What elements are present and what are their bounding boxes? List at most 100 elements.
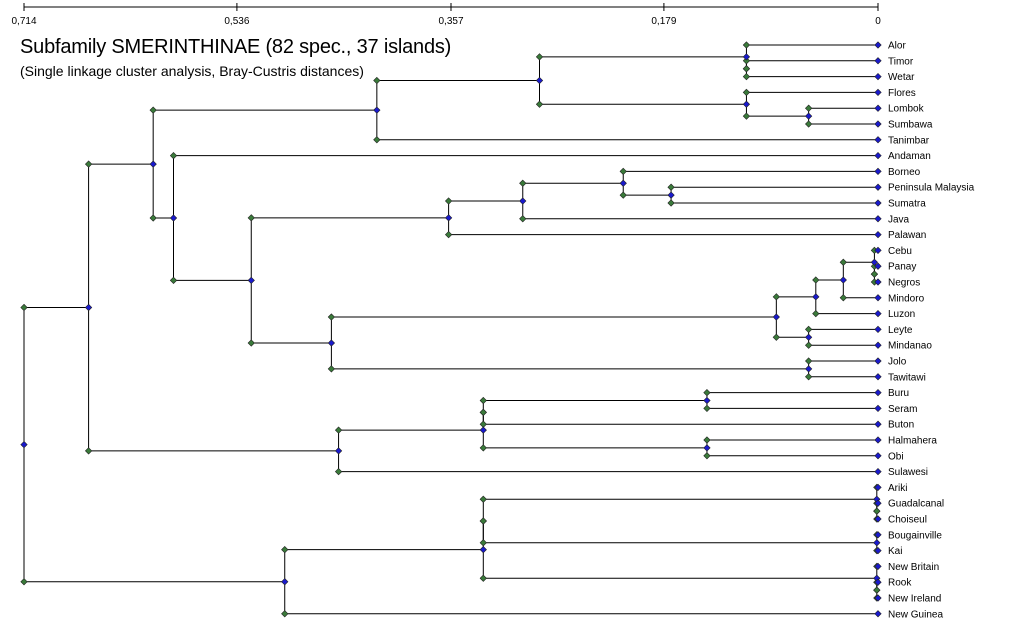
leaf-label: New Britain xyxy=(888,562,939,573)
leaf-label: Kai xyxy=(888,546,902,557)
leaf-node xyxy=(874,404,882,413)
axis-tick-label: 0,179 xyxy=(651,16,676,27)
leaf-label: Negros xyxy=(888,278,920,289)
leaf-label: Mindanao xyxy=(888,341,932,352)
branch-node xyxy=(479,517,487,525)
leaf-node xyxy=(874,88,882,97)
merge-node xyxy=(479,545,487,554)
leaf-node xyxy=(874,483,882,492)
leaf-label: Borneo xyxy=(888,167,921,178)
merge-node xyxy=(667,191,675,199)
leaf-node xyxy=(874,325,882,334)
leaf-node xyxy=(874,136,882,144)
branch-node xyxy=(535,53,544,61)
leaf-node xyxy=(874,278,882,286)
leaf-labels: Alor Timor Wetar Flores Lombok Sumbawa Tanimba… xyxy=(888,41,975,621)
leaf-node xyxy=(874,531,882,539)
axis-tick-label: 0,536 xyxy=(224,16,249,27)
branch-node xyxy=(805,373,813,381)
branch-node xyxy=(247,339,255,347)
leaf-node xyxy=(874,72,882,81)
branch-node xyxy=(812,276,820,284)
leaf-node xyxy=(874,452,882,460)
axis-tick-label: 0,714 xyxy=(11,16,36,27)
merge-node xyxy=(839,276,847,284)
leaf-label: Ariki xyxy=(888,483,907,494)
leaf-node xyxy=(874,515,882,523)
leaf-label: Seram xyxy=(888,404,917,415)
branch-node xyxy=(742,41,751,49)
merge-node xyxy=(873,539,881,547)
merge-node xyxy=(84,303,93,312)
branch-node xyxy=(742,112,751,120)
branch-node xyxy=(334,467,343,476)
leaf-label: Sulawesi xyxy=(888,467,928,478)
leaf-label: New Guinea xyxy=(888,609,943,620)
branch-node xyxy=(479,574,487,582)
leaf-node xyxy=(874,230,882,239)
branch-node xyxy=(373,76,381,85)
leaf-label: Lombok xyxy=(888,104,925,115)
leaf-node xyxy=(874,262,882,270)
branch-node xyxy=(619,191,627,199)
branch-node xyxy=(873,586,881,594)
merge-node xyxy=(519,197,527,205)
branch-node xyxy=(519,215,527,223)
leaf-node xyxy=(874,294,882,302)
leaf-label: Sumatra xyxy=(888,199,926,210)
merge-node xyxy=(535,76,544,85)
merge-node xyxy=(149,160,157,168)
leaf-node xyxy=(874,546,882,555)
leaf-node xyxy=(874,120,882,128)
leaf-node xyxy=(874,246,882,255)
branch-node xyxy=(742,72,751,81)
leaf-label: Jolo xyxy=(888,357,907,368)
branch-node xyxy=(839,258,847,266)
leaf-label: Tawitawi xyxy=(888,372,926,383)
branch-node xyxy=(281,610,289,618)
branch-node xyxy=(619,167,627,176)
leaf-label: Tanimbar xyxy=(888,135,930,146)
merge-node xyxy=(334,447,343,455)
branch-node xyxy=(519,179,527,187)
merge-node xyxy=(327,339,336,347)
merge-node xyxy=(812,293,820,301)
chart-subtitle: (Single linkage cluster analysis, Bray-C… xyxy=(20,63,364,79)
leaf-node xyxy=(874,151,882,160)
merge-node xyxy=(444,214,453,222)
branch-node xyxy=(373,136,381,144)
leaf-label: Leyte xyxy=(888,325,913,336)
leaf-label: Rook xyxy=(888,578,912,589)
leaf-node xyxy=(874,104,882,112)
leaf-node xyxy=(874,499,882,507)
distance-axis: 0,714 0,536 0,357 0,179 0 xyxy=(11,3,881,27)
leaf-label: Buton xyxy=(888,420,914,431)
merge-node xyxy=(20,440,28,449)
branch-node xyxy=(149,106,157,114)
merge-node xyxy=(169,214,178,222)
branch-node xyxy=(479,396,487,405)
branch-node xyxy=(812,309,820,318)
leaf-node xyxy=(874,562,882,571)
merge-node xyxy=(619,179,627,187)
leaf-label: Choiseul xyxy=(888,515,927,526)
branch-node xyxy=(703,436,711,444)
leaf-label: Panay xyxy=(888,262,916,273)
branch-node xyxy=(84,160,93,168)
leaf-node xyxy=(874,420,882,428)
branch-node xyxy=(444,197,453,205)
branch-node xyxy=(84,447,93,455)
branch-node xyxy=(839,294,847,302)
branch-node xyxy=(742,57,751,65)
leaf-node xyxy=(874,388,882,397)
leaf-label: Bougainville xyxy=(888,530,942,541)
merge-node xyxy=(772,313,780,321)
leaf-node xyxy=(874,41,882,49)
leaf-label: Wetar xyxy=(888,72,915,83)
branch-node xyxy=(20,578,28,586)
leaf-node xyxy=(874,57,882,65)
leaf-node xyxy=(874,183,882,191)
branch-node xyxy=(327,313,336,321)
branch-node xyxy=(703,404,711,413)
